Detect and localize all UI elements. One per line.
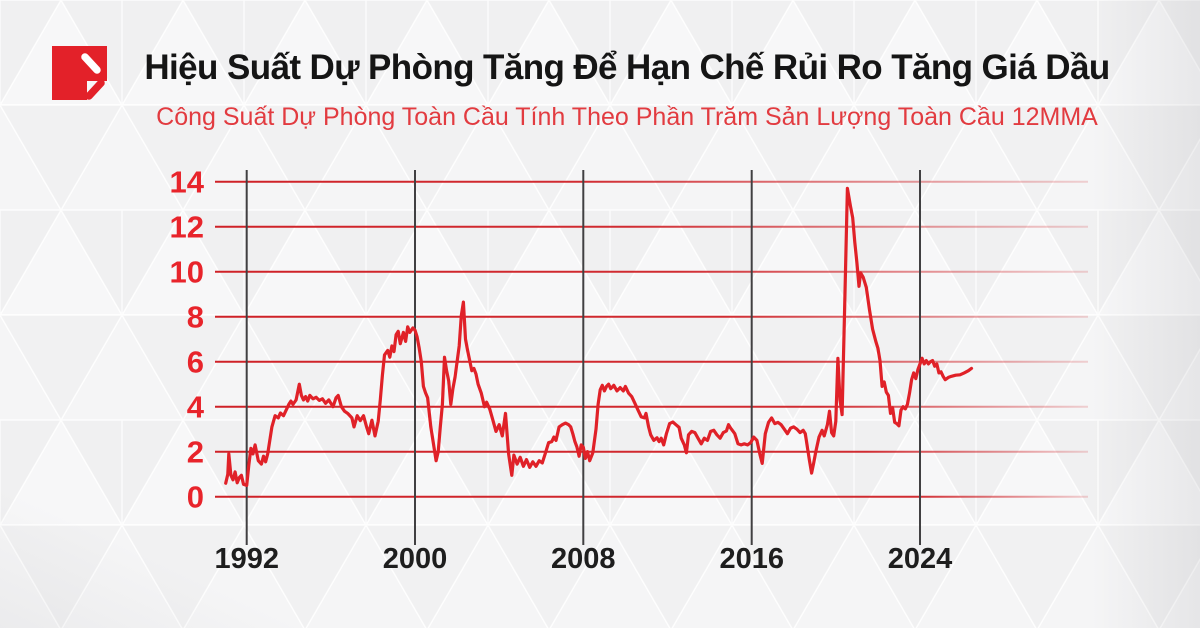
y-tick-label-0: 0 [187, 480, 204, 515]
logo [52, 46, 107, 100]
x-tick-label-2008: 2008 [551, 543, 616, 575]
y-tick-label-4: 4 [187, 390, 205, 425]
y-axis-labels: 0 2 4 6 8 10 12 14 [170, 165, 205, 515]
y-tick-label-8: 8 [187, 300, 204, 335]
spare-capacity-series-line [224, 186, 974, 487]
x-tick-label-2000: 2000 [383, 543, 448, 575]
y-tick-label-2: 2 [187, 435, 204, 470]
data-series [224, 186, 974, 487]
y-tick-label-12: 12 [170, 210, 204, 245]
logo-red-slash [85, 79, 105, 100]
x-tick-label-2024: 2024 [888, 543, 953, 575]
page-subtitle: Công Suất Dự Phòng Toàn Cầu Tính Theo Ph… [156, 103, 1098, 131]
x-tick-label-1992: 1992 [214, 543, 279, 575]
red-p-mark-icon [52, 46, 107, 100]
x-axis-labels: 1992 2000 2008 2016 2024 [214, 543, 952, 575]
logo-white-slash [81, 53, 101, 74]
page-title: Hiệu Suất Dự Phòng Tăng Để Hạn Chế Rủi R… [144, 48, 1110, 87]
y-tick-label-14: 14 [170, 165, 205, 200]
y-tick-label-6: 6 [187, 345, 204, 380]
x-tick-label-2016: 2016 [719, 543, 784, 575]
horizontal-gridlines [215, 180, 1088, 498]
y-tick-label-10: 10 [170, 255, 204, 290]
